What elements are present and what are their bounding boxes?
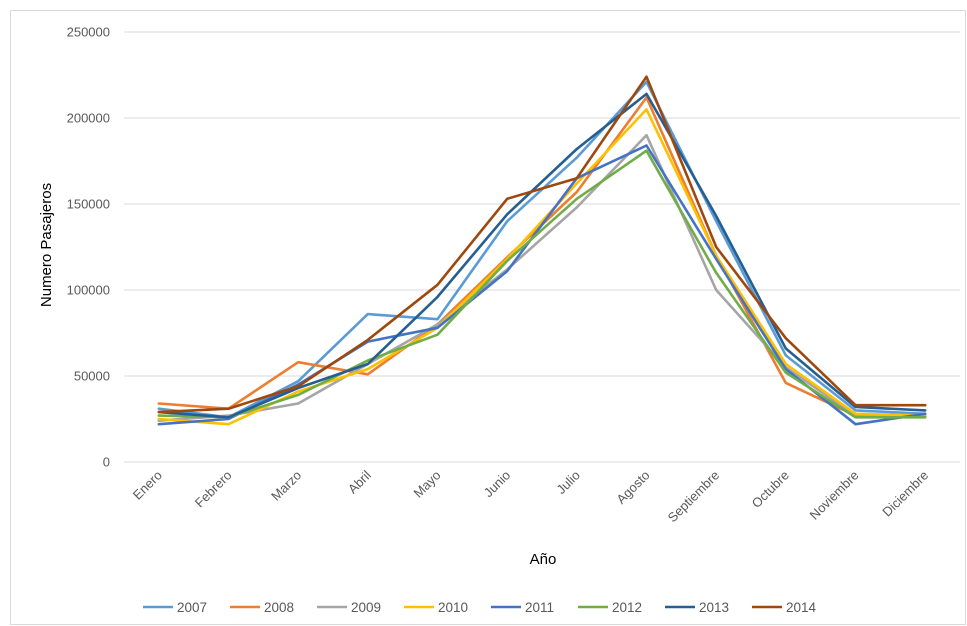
y-tick-label: 50000 [74, 369, 110, 384]
y-tick-label: 250000 [67, 25, 110, 40]
series-line-2007 [157, 80, 927, 419]
legend-label: 2014 [786, 600, 817, 615]
y-tick-label: 150000 [67, 197, 110, 212]
legend-item-2008: 2008 [230, 600, 294, 615]
legend-item-2007: 2007 [143, 600, 207, 615]
series-line-2009 [157, 133, 927, 423]
x-tick-label: Enero [130, 468, 165, 503]
x-tick-label: Septiembre [665, 468, 723, 526]
legend-label: 2013 [699, 600, 729, 615]
legend-label: 2012 [612, 600, 642, 615]
y-tick-label: 200000 [67, 111, 110, 126]
x-tick-label: Octubre [749, 468, 792, 511]
x-tick-label: Julio [553, 468, 583, 498]
x-axis-ticks: Enero Febrero Marzo Abril Mayo Junio Julio Agos… [130, 467, 931, 525]
x-tick-label: Abril [345, 467, 374, 496]
x-tick-label: Noviembre [807, 468, 862, 523]
chart-frame [10, 10, 966, 625]
legend-label: 2009 [351, 600, 381, 615]
legend-item-2010: 2010 [404, 600, 468, 615]
legend-item-2012: 2012 [578, 600, 642, 615]
legend-item-2013: 2013 [665, 600, 729, 615]
x-tick-label: Marzo [268, 468, 304, 504]
legend-label: 2010 [438, 600, 468, 615]
series-line-2013 [157, 92, 927, 419]
x-tick-label: Agosto [613, 468, 652, 507]
y-tick-label: 0 [103, 455, 110, 470]
x-tick-label: Febrero [192, 468, 235, 511]
legend-item-2014: 2014 [752, 600, 817, 615]
legend-item-2009: 2009 [317, 600, 381, 615]
legend: 2007 2008 2009 2010 2011 2012 2013 2014 [143, 600, 817, 615]
legend-label: 2007 [177, 600, 207, 615]
legend-label: 2008 [264, 600, 294, 615]
gridlines [10, 10, 966, 625]
series-line-2012 [157, 149, 927, 419]
y-tick-label: 100000 [67, 283, 110, 298]
x-tick-label: Mayo [411, 468, 444, 501]
legend-item-2011: 2011 [491, 600, 554, 615]
x-axis-title: Año [530, 551, 557, 568]
x-tick-label: Junio [481, 468, 514, 501]
legend-label: 2011 [525, 600, 554, 615]
x-tick-label: Diciembre [879, 468, 931, 520]
y-axis-title: Numero Pasajeros [38, 183, 55, 307]
y-axis-ticks: 0 50000 100000 150000 200000 250000 [67, 25, 110, 470]
series-lines [157, 75, 927, 426]
series-line-2014 [157, 75, 927, 414]
series-line-2010 [157, 108, 927, 426]
